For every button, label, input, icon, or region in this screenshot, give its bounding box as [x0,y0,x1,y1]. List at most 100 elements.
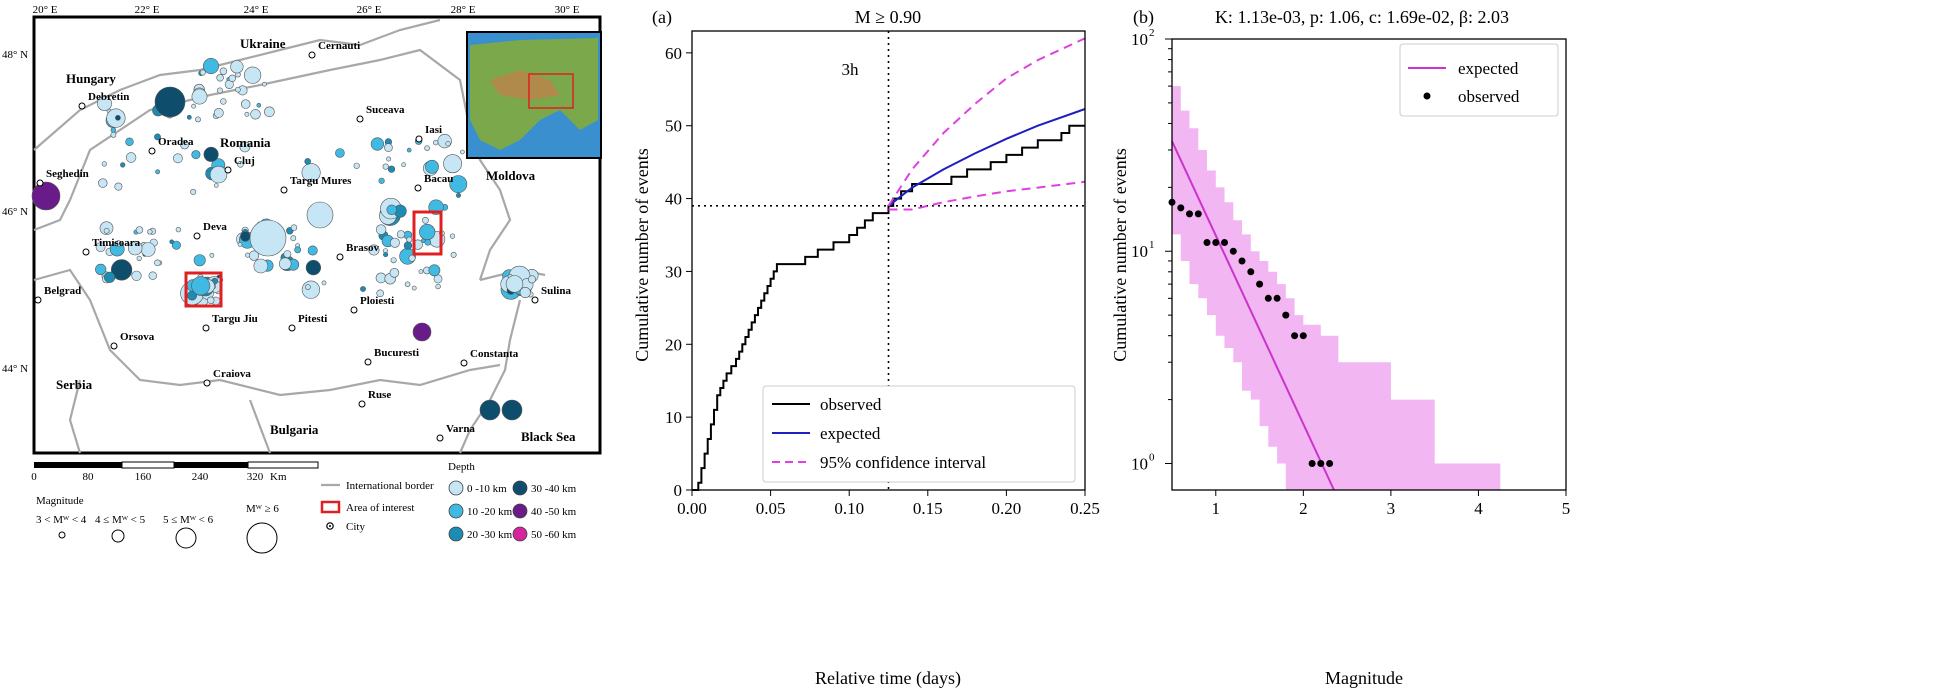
legend-label-confidence: 95% confidence interval [820,453,986,472]
panel-b-title: K: 1.13e-03, p: 1.06, c: 1.69e-02, β: 2.… [1215,7,1509,27]
scale-unit: Km [270,471,287,483]
event-marker [235,86,241,93]
event-marker [382,163,389,170]
scale-segment [34,462,122,468]
city-marker [308,51,316,59]
longitude-tick-label: 22° E [135,4,160,16]
area-of-interest-2 [412,210,443,256]
observed-point [1282,311,1290,319]
city-marker [414,184,422,192]
city-legend-label: City [346,521,365,533]
x-tick-label: 3 [1387,499,1396,518]
event-marker [283,250,292,258]
border-path [458,299,522,454]
y-tick-exponent: 2 [1149,27,1155,39]
event-marker [237,161,244,168]
border-path [33,199,71,232]
y-tick-label: 10 [1131,30,1148,49]
scale-bar: 0 80 160 240 320 Km [31,461,319,483]
panel-a-plot-area [692,31,1086,491]
depth-legend-label: 20 -30 km [467,529,513,541]
city-label: Targu Mures [290,175,352,187]
event-marker [306,201,334,229]
observed-point [1299,332,1307,340]
city-label: Belgrad [44,285,81,297]
legend-label-expected: expected [1458,59,1519,78]
event-marker [421,216,429,224]
event-marker [147,229,153,235]
city-label: Sulina [541,285,571,297]
event-marker [376,289,385,298]
event-marker [479,399,501,421]
event-marker [193,254,206,267]
scale-segment [247,461,319,469]
event-marker [360,286,366,292]
panel-a-title: M ≥ 0.90 [855,7,921,27]
event-marker [396,230,406,239]
city-marker [193,232,201,240]
event-marker [207,296,215,304]
scale-tick: 160 [135,471,152,483]
x-tick-label: 1 [1212,499,1221,518]
x-tick-label: 0.05 [756,499,786,518]
inset-map [466,31,602,159]
event-marker [406,236,413,243]
area-of-interest-1 [184,271,223,308]
event-marker [110,131,117,138]
depth-legend-swatch [512,480,528,496]
legend-label-observed: observed [1458,87,1520,106]
city-label: Ruse [368,389,391,401]
event-marker [419,223,436,241]
event-marker [294,246,302,254]
observed-point [1212,239,1220,246]
event-marker [237,242,243,247]
event-marker [125,152,137,163]
depth-legend-label: 50 -60 km [531,529,577,541]
event-marker [411,285,417,291]
magnitude-symbol [175,527,197,549]
observed-point [1238,257,1246,265]
event-marker [209,165,228,184]
longitude-tick-label: 20° E [33,4,58,16]
city-label: Suceava [366,104,405,116]
city-marker [34,296,42,304]
observed-point [1186,210,1193,218]
panel-b-legend-box [1399,43,1559,117]
x-tick-label: 0.20 [992,499,1022,518]
city-marker [148,147,156,155]
event-marker [404,281,411,288]
event-marker [245,252,251,258]
magnitude-class-label: 4 ≤ Mᵂ < 5 [95,514,146,526]
event-marker [103,227,110,234]
y-tick-label: 0 [674,481,683,500]
depth-legend-title: Depth [448,461,475,473]
scale-tick: 240 [192,471,209,483]
magnitude-symbol [111,529,125,543]
event-marker [335,148,345,158]
city-label: Deva [203,221,227,233]
city-label: Orsova [120,331,155,343]
x-tick-label: 4 [1474,499,1483,518]
confidence-band [1172,86,1501,490]
y-tick-exponent: 1 [1149,239,1155,251]
event-marker [437,134,452,149]
y-tick-label: 60 [665,44,682,63]
event-marker [445,141,451,147]
city-marker [110,342,118,350]
event-marker [375,272,387,284]
event-marker [239,141,251,153]
scale-tick: 320 [247,471,264,483]
city-label: Cernauti [318,40,360,52]
city-label: Bacau [424,173,453,185]
city-marker [356,115,364,123]
magnitude-class-label: 3 < Mᵂ < 4 [36,514,87,526]
event-marker [110,127,117,133]
event-marker [389,237,400,248]
event-marker [154,86,186,118]
x-tick-label: 0.25 [1070,499,1100,518]
observed-point [1194,210,1202,218]
event-marker [95,242,106,252]
event-marker [425,159,439,174]
observed-point [1247,268,1255,276]
y-tick-label: 10 [1131,242,1148,261]
